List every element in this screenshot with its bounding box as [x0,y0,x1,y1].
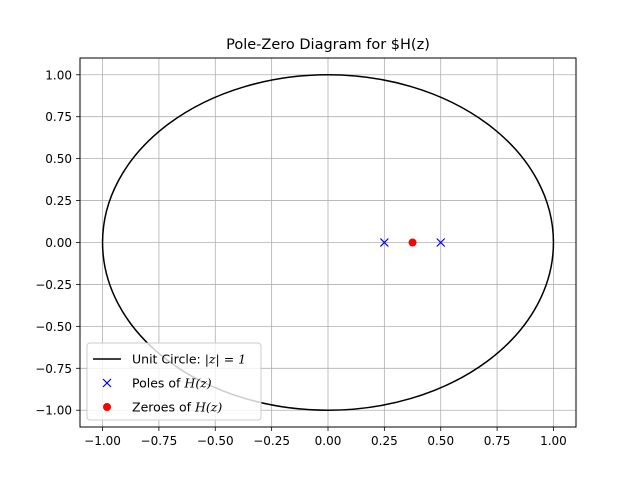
x-tick-label-4: 0.00 [315,434,342,448]
unit-circle [101,74,555,411]
y-tick-label-2: −0.50 [35,320,72,334]
plot-data [101,74,555,411]
legend-label-math: |z| = 1 [205,352,246,367]
legend-label-math: H(z) [183,376,211,391]
legend-label-math: H(z) [194,400,222,415]
legend-handle-zero [103,403,111,411]
chart-title: Pole-Zero Diagram for $H(z) [226,37,430,53]
pole-marker-0 [379,238,389,247]
legend-box [86,342,262,421]
legend-label-1: Poles of H(z) [132,376,212,391]
legend-label-prefix: Unit Circle: [132,352,205,367]
x-tick-label-0: −1.00 [84,434,121,448]
x-tick-label-2: −0.50 [197,434,234,448]
pole-marker-stroke-b [436,238,446,247]
y-tick-label-3: −0.25 [35,278,72,292]
y-tick-label-0: −1.00 [35,404,72,418]
legend-label-prefix: Poles of [132,376,184,391]
legend-label-2: Zeroes of H(z) [132,400,222,415]
x-tick-label-8: 1.00 [540,434,567,448]
y-tick-label-8: 1.00 [45,68,72,82]
x-tick-label-7: 0.75 [484,434,511,448]
x-tick-label-1: −0.75 [141,434,178,448]
y-tick-label-4: 0.00 [45,236,72,250]
y-tick-label-5: 0.25 [45,194,72,208]
legend-label-0: Unit Circle: |z| = 1 [132,352,246,367]
pole-marker-1 [436,238,446,247]
y-tick-label-1: −0.75 [35,362,72,376]
legend-handle-pole [102,378,112,388]
zero-marker-0 [408,238,417,247]
legend-handle-pole-stroke-b [102,378,112,388]
pole-marker-stroke-b [379,238,389,247]
x-tick-label-6: 0.50 [427,434,454,448]
legend-label-prefix: Zeroes of [132,400,195,415]
axis-ticks: −1.00 −0.75 −0.50 −0.25 0.00 0.25 0.50 0.75 1.00… [35,68,567,448]
x-tick-label-5: 0.25 [371,434,398,448]
y-tick-label-6: 0.50 [45,152,72,166]
y-tick-label-7: 0.75 [45,110,72,124]
x-tick-label-3: −0.25 [253,434,290,448]
